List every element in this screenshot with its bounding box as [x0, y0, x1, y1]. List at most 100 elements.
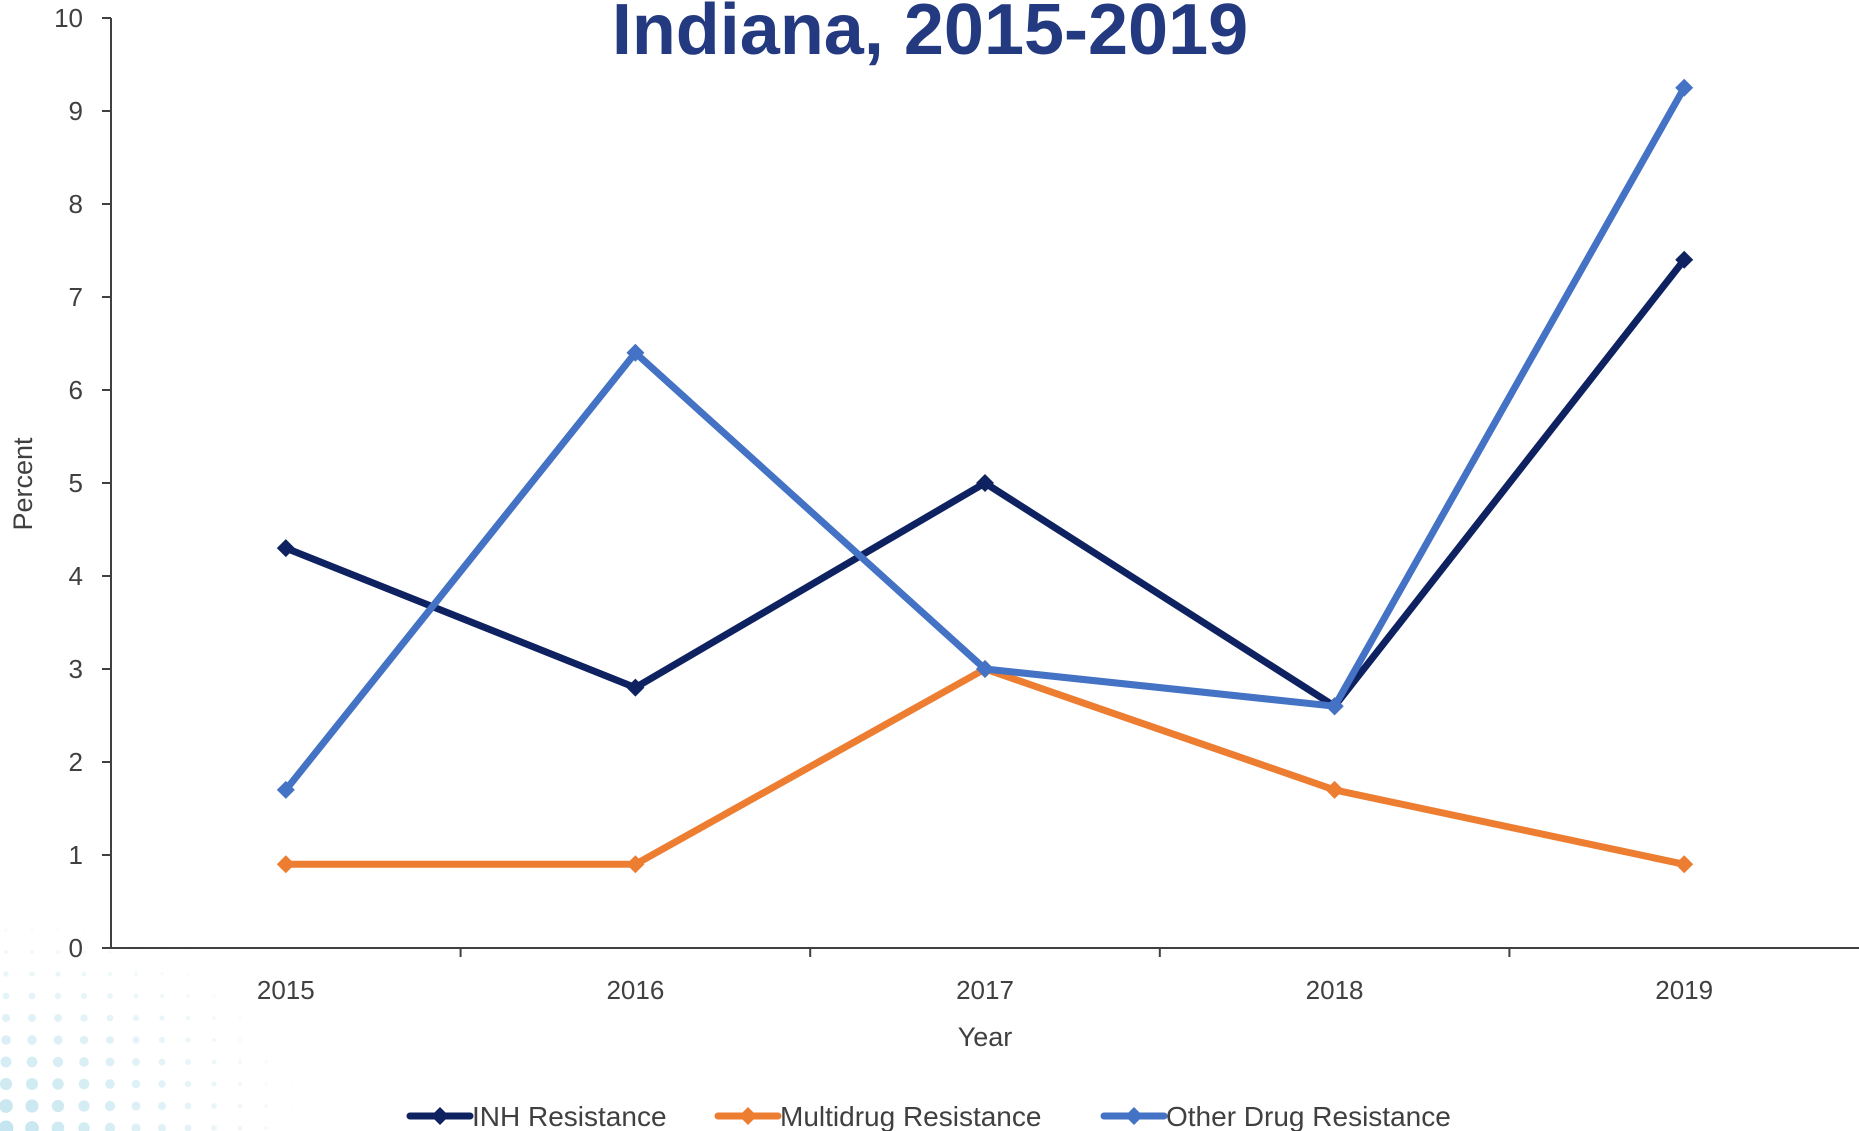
- series-inh-resistance: [276, 250, 1694, 716]
- decor-dot: [3, 971, 9, 977]
- decor-dot: [25, 1077, 39, 1091]
- decor-dot: [134, 972, 138, 976]
- decor-dot: [265, 995, 267, 997]
- decor-dot: [52, 1056, 64, 1068]
- decor-dot: [159, 993, 165, 999]
- decor-dot: [31, 885, 33, 887]
- y-tick-label: 6: [69, 375, 83, 405]
- series-layer: [276, 78, 1694, 874]
- decor-dot: [106, 1036, 114, 1044]
- y-tick-label: 3: [69, 654, 83, 684]
- decor-dot: [238, 1016, 242, 1020]
- y-tick-label: 2: [69, 747, 83, 777]
- y-tick-label: 4: [69, 561, 83, 591]
- decor-dot: [211, 1103, 217, 1109]
- y-tick-label: 9: [69, 96, 83, 126]
- x-tick-label: 2015: [257, 975, 315, 1005]
- decor-dot: [25, 1099, 39, 1113]
- legend-label: INH Resistance: [472, 1101, 667, 1131]
- y-tick-label: 0: [69, 933, 83, 963]
- legend-swatch-marker: [1125, 1107, 1143, 1125]
- decor-dot: [78, 1078, 90, 1090]
- data-point-marker: [626, 855, 645, 874]
- decor-dot: [212, 994, 216, 998]
- series-line: [282, 665, 1688, 868]
- decor-dot: [213, 973, 215, 975]
- decor-dot: [291, 1039, 293, 1041]
- decor-dot: [0, 1099, 13, 1113]
- decor-dot: [213, 929, 215, 931]
- decor-dot: [51, 1121, 65, 1131]
- decor-dot: [211, 1081, 217, 1087]
- decor-dot: [4, 928, 8, 932]
- decor-dot: [30, 928, 34, 932]
- decor-dot: [29, 971, 35, 977]
- decor-dot: [134, 950, 138, 954]
- data-point-marker: [1325, 780, 1344, 799]
- decor-dot: [52, 1078, 64, 1090]
- decor-dot: [184, 1102, 192, 1110]
- decor-dot: [157, 1123, 167, 1131]
- y-tick-label: 7: [69, 282, 83, 312]
- x-tick-label: 2018: [1306, 975, 1364, 1005]
- decor-dot: [160, 972, 164, 976]
- decor-dot: [80, 1014, 88, 1022]
- decor-dot: [291, 995, 293, 997]
- decor-dot: [133, 993, 139, 999]
- decor-dot: [211, 1037, 217, 1043]
- decor-dot: [5, 885, 7, 887]
- legend-swatch-marker: [431, 1107, 449, 1125]
- decor-dot: [104, 1100, 116, 1112]
- decor-dot: [131, 1101, 141, 1111]
- decor-dot: [82, 928, 86, 932]
- decor-dot: [187, 951, 189, 953]
- decor-dot: [27, 1013, 37, 1023]
- data-point-marker: [276, 780, 295, 799]
- decor-dot: [211, 1125, 217, 1131]
- legend: INH Resistance Multidrug Resistance Other …: [406, 1101, 1451, 1131]
- decor-dot: [158, 1036, 166, 1044]
- decor-dot: [5, 907, 7, 909]
- y-tick-label: 5: [69, 468, 83, 498]
- decor-dot: [238, 1060, 242, 1064]
- decor-dot: [56, 950, 60, 954]
- decor-dot: [81, 971, 87, 977]
- decor-dot: [1, 1013, 11, 1023]
- decor-dot: [158, 1058, 166, 1066]
- decor-dot: [264, 1038, 268, 1042]
- decor-dot: [54, 992, 62, 1000]
- decor-dot: [264, 1126, 268, 1130]
- decor-dot: [55, 971, 61, 977]
- decor-dot: [161, 907, 163, 909]
- data-point-marker: [276, 855, 295, 874]
- decor-dot: [57, 907, 59, 909]
- decor-dot: [27, 1035, 37, 1045]
- y-tick-label: 10: [54, 3, 83, 33]
- series-other-drug-resistance: [276, 78, 1694, 799]
- decor-dot: [237, 1125, 243, 1131]
- decor-dot: [131, 1123, 141, 1131]
- decor-dot: [213, 951, 215, 953]
- decor-dot: [78, 1122, 90, 1131]
- data-point-marker: [1675, 78, 1694, 97]
- x-tick-label: 2017: [956, 975, 1014, 1005]
- decor-dot: [105, 1057, 115, 1067]
- x-axis-title: Year: [958, 1022, 1013, 1052]
- decor-dot: [105, 1079, 115, 1089]
- decor-dot: [56, 928, 60, 932]
- decor-dot: [237, 1081, 243, 1087]
- data-point-marker: [1325, 697, 1344, 716]
- y-axis-ticks: 0 1 2 3 4 5 6 7 8 9 10: [54, 3, 111, 963]
- decor-dot: [343, 1105, 345, 1107]
- data-point-marker: [626, 678, 645, 697]
- decor-dot: [51, 1099, 65, 1113]
- decor-dot: [239, 951, 241, 953]
- decor-dot: [29, 949, 35, 955]
- decor-dot: [239, 995, 241, 997]
- series-multidrug-resistance: [276, 660, 1694, 874]
- decor-dot: [317, 1083, 319, 1085]
- decor-dot: [186, 972, 190, 976]
- decor-dot: [132, 1058, 140, 1066]
- legend-item: Other Drug Resistance: [1100, 1101, 1451, 1131]
- x-axis-ticks: 2015 2016 2017 2018 2019: [257, 948, 1713, 1005]
